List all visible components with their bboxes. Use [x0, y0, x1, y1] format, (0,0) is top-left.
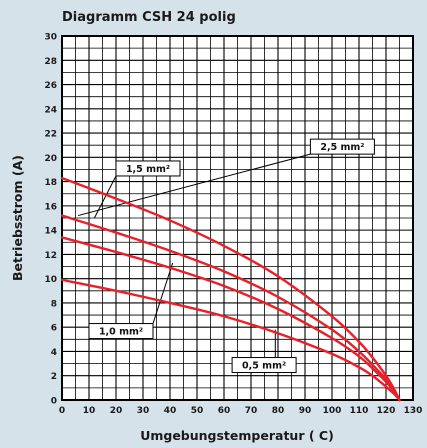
plot-border [61, 35, 414, 401]
x-tick-label: 40 [164, 406, 177, 416]
y-tick-label: 26 [44, 81, 57, 91]
y-tick-label: 0 [51, 397, 57, 407]
annotation-box [309, 138, 375, 155]
annotation-leaders [78, 153, 311, 358]
annotation-label: 0,5 mm² [242, 361, 286, 372]
y-tick-label: 10 [44, 275, 57, 285]
y-tick-label: 30 [44, 33, 57, 43]
x-tick-label: 10 [83, 406, 96, 416]
y-tick-label: 28 [44, 57, 57, 67]
annotation-leader-line [152, 262, 174, 324]
x-axis-label: Umgebungstemperatur ( C) [140, 428, 334, 443]
x-tick-labels: 0 10 20 30 40 50 60 70 80 90 100 110 120 130 [59, 406, 423, 416]
x-tick-label: 70 [245, 406, 258, 416]
annotation-label: 1,5 mm² [126, 164, 170, 175]
annotation-box [115, 160, 181, 177]
y-tick-label: 16 [44, 202, 57, 212]
y-tick-label: 22 [44, 130, 57, 140]
chart-title: Diagramm CSH 24 polig [62, 10, 236, 25]
series-line-3 [60, 236, 401, 402]
y-tick-label: 20 [44, 154, 57, 164]
y-tick-label: 6 [51, 324, 57, 334]
x-tick-label: 130 [404, 406, 423, 416]
annotation-leader-line [78, 153, 311, 217]
annotation-box [88, 323, 154, 340]
annotation-label: 2,5 mm² [320, 142, 364, 153]
x-tick-label: 90 [299, 406, 312, 416]
x-tick-label: 80 [272, 406, 285, 416]
y-tick-label: 2 [51, 372, 57, 382]
annotation-label: 1,0 mm² [99, 327, 143, 338]
y-tick-label: 14 [44, 227, 57, 237]
x-tick-label: 100 [323, 406, 342, 416]
x-tick-label: 60 [218, 406, 231, 416]
series-line-4 [60, 278, 401, 402]
annotation-labels: 2,5 mm² 1,5 mm² 1,0 mm² 0,5 mm² [88, 138, 375, 374]
annotation-leader-line [93, 175, 117, 219]
series-line-2 [60, 214, 401, 402]
axis-frame [61, 35, 414, 401]
y-tick-label: 24 [44, 105, 57, 115]
y-axis-label: Betriebsstrom (A) [10, 155, 25, 281]
y-tick-label: 12 [44, 251, 57, 261]
y-tick-label: 4 [51, 348, 57, 358]
x-tick-label: 0 [59, 406, 65, 416]
x-tick-label: 20 [110, 406, 123, 416]
annotation-box [231, 357, 297, 374]
y-tick-label: 8 [51, 299, 57, 309]
x-tick-label: 30 [137, 406, 150, 416]
series-line-1 [60, 176, 401, 402]
x-tick-label: 50 [191, 406, 204, 416]
series [60, 176, 401, 402]
x-tick-label: 120 [377, 406, 396, 416]
y-tick-label: 18 [44, 178, 57, 188]
x-tick-label: 110 [350, 406, 369, 416]
